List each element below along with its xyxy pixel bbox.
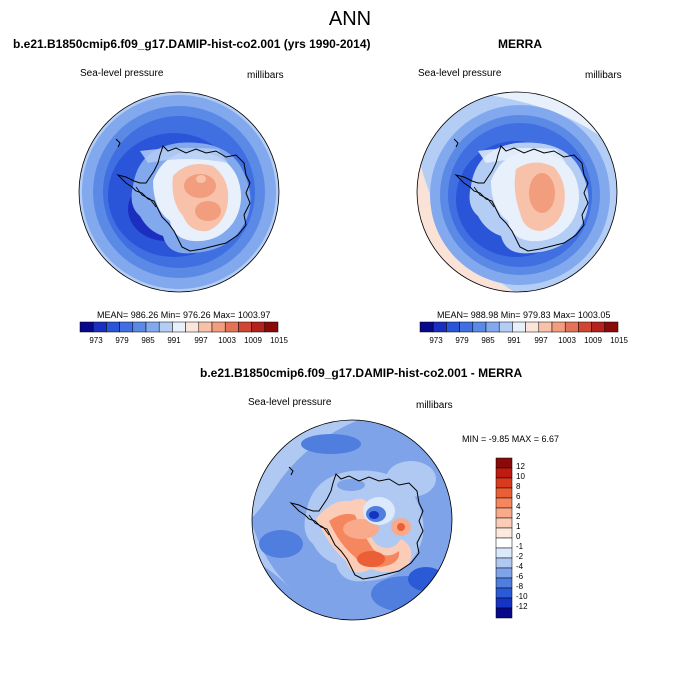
colorbar-box: [495, 577, 513, 589]
panel-2-tick: 1009: [584, 336, 602, 345]
colorbar-box: [495, 587, 513, 599]
colorbar-box: [459, 321, 474, 333]
colorbar-box: [495, 457, 513, 469]
panel-1-tick: 1009: [244, 336, 262, 345]
panel-2-colorbar: [419, 321, 619, 333]
panel-3-tick: 12: [516, 462, 525, 471]
panel-3-tick: 0: [516, 532, 521, 541]
panel-1-units-label: millibars: [247, 70, 284, 81]
colorbar-box: [495, 567, 513, 579]
panel-1-variable-label: Sea-level pressure: [80, 68, 164, 79]
panel-2-tick: 1003: [558, 336, 576, 345]
panel-1-tick: 973: [89, 336, 103, 345]
panel-3-title: b.e21.B1850cmip6.f09_g17.DAMIP-hist-co2.…: [200, 366, 523, 380]
panel-3-tick: -8: [516, 582, 524, 591]
panel-1-tick: 979: [115, 336, 129, 345]
panel-3-tick: -1: [516, 542, 524, 551]
colorbar-box: [495, 537, 513, 549]
panel-3-colorbar-boxes: [495, 457, 513, 619]
panel-2-tick: 979: [455, 336, 469, 345]
colorbar-box: [495, 467, 513, 479]
panel-2-colorbar-boxes: [419, 321, 619, 333]
colorbar-box: [119, 321, 134, 333]
panel-3-colorbar: [495, 457, 513, 619]
figure-title: ANN: [328, 8, 372, 30]
colorbar-box: [495, 517, 513, 529]
colorbar-box: [495, 597, 513, 609]
panel-2-units-label: millibars: [585, 70, 622, 81]
colorbar-box: [485, 321, 500, 333]
colorbar-box: [251, 321, 266, 333]
colorbar-box: [264, 321, 279, 333]
colorbar-box: [495, 527, 513, 539]
panel-2-tick: 985: [481, 336, 495, 345]
panel-2-variable-label: Sea-level pressure: [418, 68, 502, 79]
panel-3-tick: -4: [516, 562, 524, 571]
colorbar-box: [495, 557, 513, 569]
colorbar-box: [211, 321, 226, 333]
panel-3-tick: 2: [516, 512, 521, 521]
panel-2-tick: 973: [429, 336, 443, 345]
colorbar-box: [495, 607, 513, 619]
colorbar-box: [564, 321, 579, 333]
panel-3-polar-map: [251, 419, 453, 621]
colorbar-box: [472, 321, 487, 333]
panel-2-stats: MEAN= 988.98 Min= 979.83 Max= 1003.05: [437, 310, 611, 320]
colorbar-box: [79, 321, 94, 333]
panel-3-tick: -12: [516, 602, 528, 611]
colorbar-box: [172, 321, 186, 333]
panel-3-tick: -6: [516, 572, 524, 581]
colorbar-box: [551, 321, 566, 333]
panel-1-tick: 991: [167, 336, 181, 345]
colorbar-box: [495, 497, 513, 509]
panel-2-polar-map: [416, 91, 618, 293]
colorbar-box: [224, 321, 239, 333]
panel-3-tick: 4: [516, 502, 521, 511]
colorbar-box: [145, 321, 160, 333]
panel-3-stats: MIN = -9.85 MAX = 6.67: [462, 434, 560, 444]
panel-3-variable-label: Sea-level pressure: [248, 397, 332, 408]
panel-2-title: MERRA: [498, 37, 542, 51]
colorbar-box: [512, 321, 526, 333]
colorbar-box: [446, 321, 460, 333]
panel-3-tick: 8: [516, 482, 521, 491]
colorbar-box: [238, 321, 252, 333]
panel-1-tick: 1015: [270, 336, 288, 345]
colorbar-box: [432, 321, 447, 333]
panel-2-tick: 991: [507, 336, 521, 345]
panel-1-tick: 985: [141, 336, 155, 345]
colorbar-box: [198, 321, 213, 333]
panel-3-tick: 6: [516, 492, 521, 501]
panel-3-tick: -10: [516, 592, 528, 601]
colorbar-box: [498, 321, 513, 333]
colorbar-box: [578, 321, 592, 333]
colorbar-box: [185, 321, 200, 333]
colorbar-box: [419, 321, 434, 333]
colorbar-box: [495, 487, 513, 499]
panel-1-title: b.e21.B1850cmip6.f09_g17.DAMIP-hist-co2.…: [13, 37, 371, 51]
colorbar-box: [92, 321, 107, 333]
panel-1-polar-map: [78, 91, 280, 293]
colorbar-box: [132, 321, 147, 333]
colorbar-box: [158, 321, 173, 333]
panel-3-tick: 10: [516, 472, 525, 481]
panel-1-tick: 1003: [218, 336, 236, 345]
panel-3-tick: -2: [516, 552, 524, 561]
panel-1-colorbar-boxes: [79, 321, 279, 333]
colorbar-box: [495, 547, 513, 559]
colorbar-box: [495, 507, 513, 519]
panel-2-tick: 997: [534, 336, 548, 345]
colorbar-box: [106, 321, 120, 333]
colorbar-box: [525, 321, 540, 333]
colorbar-box: [495, 477, 513, 489]
panel-1-colorbar: [79, 321, 279, 333]
panel-2-tick: 1015: [610, 336, 628, 345]
panel-1-tick: 997: [194, 336, 208, 345]
colorbar-box: [591, 321, 606, 333]
panel-3-units-label: millibars: [416, 400, 453, 411]
colorbar-box: [604, 321, 619, 333]
panel-3-tick: 1: [516, 522, 521, 531]
colorbar-box: [538, 321, 553, 333]
panel-1-stats: MEAN= 986.26 Min= 976.26 Max= 1003.97: [97, 310, 271, 320]
